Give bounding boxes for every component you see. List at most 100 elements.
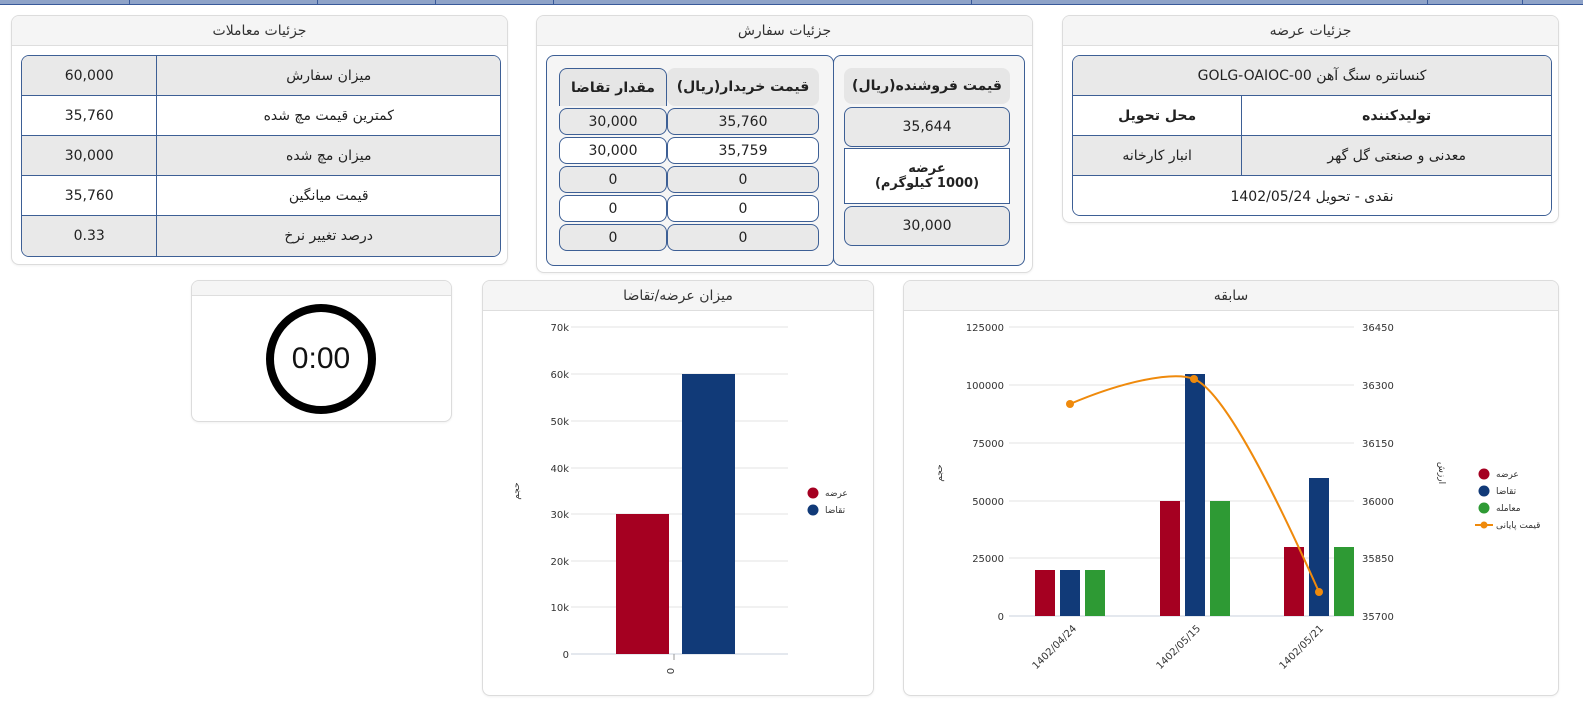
buyer-price-header: قیمت خریدار(ریال) — [667, 68, 819, 106]
delivery-place-value: انبار کارخانه — [1073, 136, 1243, 175]
trade-value-lowest-matched-price: 35,760 — [22, 96, 158, 135]
producer-value: معدنی و صنعتی گل گهر — [1242, 136, 1551, 175]
svg-text:0: 0 — [563, 650, 569, 661]
x-tick-0: 0 — [666, 668, 677, 674]
toolbar-segment[interactable] — [972, 0, 1428, 4]
svg-text:0: 0 — [998, 612, 1004, 623]
svg-text:50000: 50000 — [972, 497, 1004, 508]
bar-supply-3 — [1284, 547, 1304, 616]
svg-text:10k: 10k — [550, 603, 569, 614]
y-axis-title: حجم — [512, 482, 522, 499]
demand-row-5: 0 — [559, 224, 667, 251]
trade-label-order-amount: میزان سفارش — [157, 56, 500, 95]
trade-value-rate-change: 0.33 — [22, 216, 158, 256]
toolbar-segment[interactable] — [130, 0, 318, 4]
panel-title: جزئیات عرضه — [1063, 16, 1558, 46]
toolbar-segment[interactable] — [318, 0, 436, 4]
gridlines — [571, 326, 788, 655]
svg-text:70k: 70k — [550, 323, 569, 334]
y-axis-right-ticks: 36450 36300 36150 36000 35850 35700 — [1362, 323, 1394, 623]
svg-text:تقاضا: تقاضا — [1496, 487, 1517, 497]
buyer-price-row-2: 35,759 — [667, 137, 819, 164]
svg-text:عرضه: عرضه — [825, 489, 848, 499]
supply-amount-value: 30,000 — [844, 206, 1010, 246]
history-chart: 125000 100000 75000 50000 25000 0 36450 … — [935, 323, 1540, 672]
svg-text:100000: 100000 — [966, 381, 1004, 392]
seller-price-header: قیمت فروشنده(ریال) — [844, 68, 1010, 104]
toolbar-segment[interactable] — [436, 0, 554, 4]
trade-details-table: میزان سفارش 60,000 کمترین قیمت مچ شده 35… — [21, 55, 501, 257]
supply-label-line1: عرضه — [908, 161, 946, 176]
trade-details-panel: جزئیات معاملات میزان سفارش 60,000 کمترین… — [11, 15, 508, 265]
product-name: کنسانتره سنگ آهن GOLG-OAIOC-00 — [1073, 56, 1551, 95]
buyer-price-row-5: 0 — [667, 224, 819, 251]
trade-value-order-amount: 60,000 — [22, 56, 158, 95]
trade-value-average-price: 35,760 — [22, 176, 158, 215]
timer-value: 0:00 — [291, 342, 351, 375]
supply-details-table: کنسانتره سنگ آهن GOLG-OAIOC-00 تولیدکنند… — [1072, 55, 1552, 216]
demand-row-3: 0 — [559, 166, 667, 193]
order-details-panel: جزئیات سفارش قیمت فروشنده(ریال) 35,644 ع… — [536, 15, 1033, 273]
supply-details-panel: جزئیات عرضه کنسانتره سنگ آهن GOLG-OAIOC-… — [1062, 15, 1559, 223]
panel-title: جزئیات سفارش — [537, 16, 1032, 46]
seller-section: قیمت فروشنده(ریال) 35,644 عرضه (1000 کیل… — [833, 55, 1025, 266]
svg-text:125000: 125000 — [966, 323, 1004, 334]
svg-text:قیمت پایانی: قیمت پایانی — [1496, 521, 1540, 531]
svg-text:36450: 36450 — [1362, 323, 1394, 334]
buyer-price-row-1: 35,760 — [667, 108, 819, 135]
demand-amount-header: مقدار تقاضا — [559, 68, 667, 106]
bar-demand-1 — [1060, 570, 1080, 616]
supply-label-line2: (1000 کیلوگرم) — [874, 176, 980, 191]
trade-label-average-price: قیمت میانگین — [157, 176, 500, 215]
svg-text:35850: 35850 — [1362, 554, 1394, 565]
toolbar-segment[interactable] — [0, 0, 130, 4]
svg-text:50k: 50k — [550, 417, 569, 428]
top-toolbar-strip — [0, 0, 1583, 5]
y-axis-right-title: ارزش — [1436, 462, 1446, 484]
toolbar-segment[interactable] — [1428, 0, 1523, 4]
trade-value-matched-amount: 30,000 — [22, 136, 158, 175]
buyer-price-row-4: 0 — [667, 195, 819, 222]
svg-text:عرضه: عرضه — [1496, 470, 1519, 480]
svg-text:35700: 35700 — [1362, 612, 1394, 623]
panel-title: جزئیات معاملات — [12, 16, 507, 46]
legend: عرضه تقاضا — [807, 487, 848, 516]
producer-header: تولیدکننده — [1242, 96, 1551, 135]
bar-trade-1 — [1085, 570, 1105, 616]
svg-text:20k: 20k — [550, 557, 569, 568]
bar-trade-3 — [1334, 547, 1354, 616]
svg-text:75000: 75000 — [972, 439, 1004, 450]
settlement-info: نقدی - تحویل 1402/05/24 — [1073, 176, 1551, 215]
seller-price-value: 35,644 — [844, 107, 1010, 147]
panel-title: میزان عرضه/تقاضا — [483, 281, 873, 311]
delivery-place-header: محل تحویل — [1073, 96, 1243, 135]
bar-demand-2 — [1185, 374, 1205, 616]
svg-text:25000: 25000 — [972, 554, 1004, 565]
buyer-section: قیمت خریدار(ریال) مقدار تقاضا 35,760 30,… — [546, 55, 834, 266]
final-price-line — [1069, 375, 1320, 593]
y-axis-left-title: حجم — [935, 464, 945, 481]
toolbar-segment[interactable] — [554, 0, 972, 4]
svg-text:36150: 36150 — [1362, 439, 1394, 450]
bar-supply — [616, 514, 669, 654]
bar-demand — [682, 374, 735, 654]
svg-text:تقاضا: تقاضا — [825, 506, 846, 516]
bar-supply-2 — [1160, 501, 1180, 616]
demand-row-1: 30,000 — [559, 108, 667, 135]
bar-supply-1 — [1035, 570, 1055, 616]
demand-row-4: 0 — [559, 195, 667, 222]
countdown-timer: 0:00 — [266, 304, 376, 414]
svg-text:1402/05/21: 1402/05/21 — [1278, 623, 1327, 672]
trade-label-lowest-matched-price: کمترین قیمت مچ شده — [157, 96, 500, 135]
bar-trade-2 — [1210, 501, 1230, 616]
buyer-price-row-3: 0 — [667, 166, 819, 193]
panel-title: سابقه — [904, 281, 1558, 311]
svg-text:40k: 40k — [550, 464, 569, 475]
svg-text:36000: 36000 — [1362, 497, 1394, 508]
panel-title — [192, 281, 451, 296]
legend: عرضه تقاضا معامله قیمت پایانی — [1475, 468, 1540, 531]
svg-text:1402/05/15: 1402/05/15 — [1155, 623, 1204, 672]
demand-row-2: 30,000 — [559, 137, 667, 164]
trade-label-matched-amount: میزان مچ شده — [157, 136, 500, 175]
supply-demand-chart-panel: میزان عرضه/تقاضا 70k 60k 50k 40k 30k 20k… — [482, 280, 874, 696]
